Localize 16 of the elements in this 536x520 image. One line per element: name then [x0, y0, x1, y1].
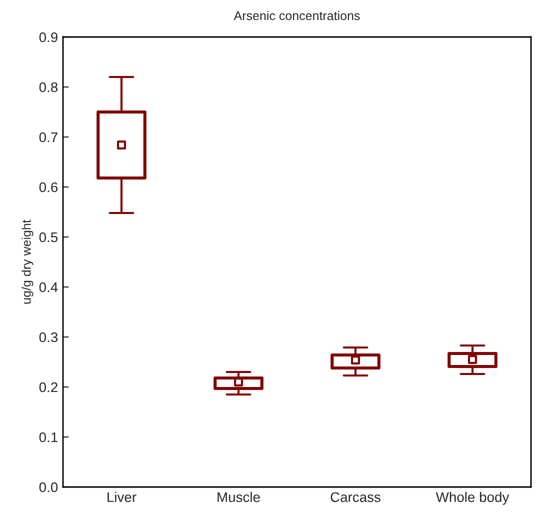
y-tick-label: 0.7 [39, 132, 58, 142]
x-tick-label: Whole body [436, 492, 510, 505]
y-tick-label: 0.5 [39, 232, 58, 242]
x-tick-label: Muscle [218, 492, 260, 502]
chart-title: Arsenic concentrations [234, 10, 360, 20]
y-axis-title: ug/g dry weight [22, 220, 34, 304]
y-tick-label: 0.9 [39, 32, 58, 42]
y-tick-label: 0.3 [39, 332, 58, 342]
y-tick-label: 0.0 [39, 482, 58, 492]
y-tick-label: 0.1 [39, 432, 58, 442]
x-tick-label: Liver [108, 492, 136, 502]
x-tick-label: Carcass [330, 492, 380, 502]
y-tick-label: 0.4 [39, 282, 58, 292]
y-tick-label: 0.6 [39, 182, 58, 192]
y-tick-label: 0.2 [39, 382, 58, 392]
y-tick-label: 0.8 [39, 82, 58, 92]
